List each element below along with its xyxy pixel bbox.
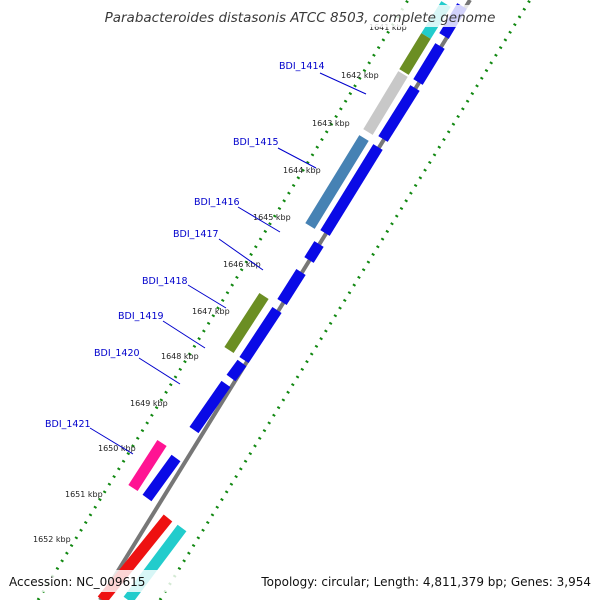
locus-leader-line bbox=[138, 357, 181, 385]
cds-bdi-1420 bbox=[189, 380, 231, 434]
feature-olive-top bbox=[399, 33, 431, 75]
kbp-tick-label: 1648 kbp bbox=[161, 352, 199, 361]
feature-magenta bbox=[128, 440, 167, 491]
kbp-tick-label: 1652 kbp bbox=[33, 535, 71, 544]
cds-feature-ring bbox=[123, 3, 467, 600]
locus-label-bdi-1416[interactable]: BDI_1416 bbox=[194, 197, 240, 208]
kbp-tick-label: 1641 kbp bbox=[369, 23, 407, 32]
title-backdrop bbox=[96, 5, 506, 27]
topology-text: Topology: circular; Length: 4,811,379 bp… bbox=[260, 575, 591, 589]
kbp-tick-label: 1649 kbp bbox=[130, 399, 168, 408]
locus-leader-line bbox=[237, 206, 281, 233]
feature-gray bbox=[363, 71, 408, 135]
cds-bdi-1416 bbox=[304, 241, 324, 263]
locus-leader-line bbox=[89, 427, 134, 455]
kbp-scale: 1641 kbp 1642 kbp 1643 kbp 1644 kbp 1645… bbox=[33, 23, 407, 544]
accession-text: Accession: NC_009615 bbox=[9, 575, 145, 589]
kbp-tick-label: 1642 kbp bbox=[341, 71, 379, 80]
kbp-tick-label: 1646 kbp bbox=[223, 260, 261, 269]
locus-labels: BDI_1414 BDI_1415 BDI_1416 BDI_1417 BDI_… bbox=[45, 61, 367, 455]
locus-leader-line bbox=[187, 284, 227, 309]
kbp-tick-label: 1651 kbp bbox=[65, 490, 103, 499]
cds-top-3 bbox=[378, 85, 420, 142]
feature-olive bbox=[224, 293, 269, 353]
kbp-tick-label: 1643 kbp bbox=[312, 119, 350, 128]
cds-bdi-1415 bbox=[320, 144, 383, 236]
gc-outer-dotted-line bbox=[36, 0, 410, 600]
locus-label-bdi-1414[interactable]: BDI_1414 bbox=[279, 61, 325, 72]
cds-bdi-1418 bbox=[239, 306, 282, 364]
locus-label-bdi-1421[interactable]: BDI_1421 bbox=[45, 419, 91, 430]
locus-leader-line bbox=[319, 72, 367, 95]
locus-label-bdi-1420[interactable]: BDI_1420 bbox=[94, 348, 140, 359]
map-title: Parabacteroides distasonis ATCC 8503, co… bbox=[105, 10, 496, 26]
locus-leader-line bbox=[162, 320, 206, 349]
gc-inner-dotted-line bbox=[158, 0, 532, 600]
cds-top-2 bbox=[413, 43, 445, 85]
locus-label-bdi-1415[interactable]: BDI_1415 bbox=[233, 137, 279, 148]
locus-leader-line bbox=[218, 238, 264, 271]
outer-feature-ring bbox=[97, 1, 451, 600]
cds-bdi-1421 bbox=[142, 454, 181, 502]
locus-label-bdi-1418[interactable]: BDI_1418 bbox=[142, 276, 188, 287]
locus-label-bdi-1419[interactable]: BDI_1419 bbox=[118, 311, 164, 322]
kbp-tick-label: 1645 kbp bbox=[253, 213, 291, 222]
feature-steelblue bbox=[305, 135, 369, 229]
cds-bdi-1417 bbox=[277, 269, 306, 305]
footer-backdrop bbox=[0, 570, 600, 592]
cds-bdi-1419 bbox=[226, 359, 247, 382]
kbp-tick-label: 1650 kbp bbox=[98, 444, 136, 453]
kbp-tick-label: 1644 kbp bbox=[283, 166, 321, 175]
locus-leader-line bbox=[277, 147, 317, 169]
kbp-tick-label: 1647 kbp bbox=[192, 307, 230, 316]
locus-label-bdi-1417[interactable]: BDI_1417 bbox=[173, 229, 219, 240]
